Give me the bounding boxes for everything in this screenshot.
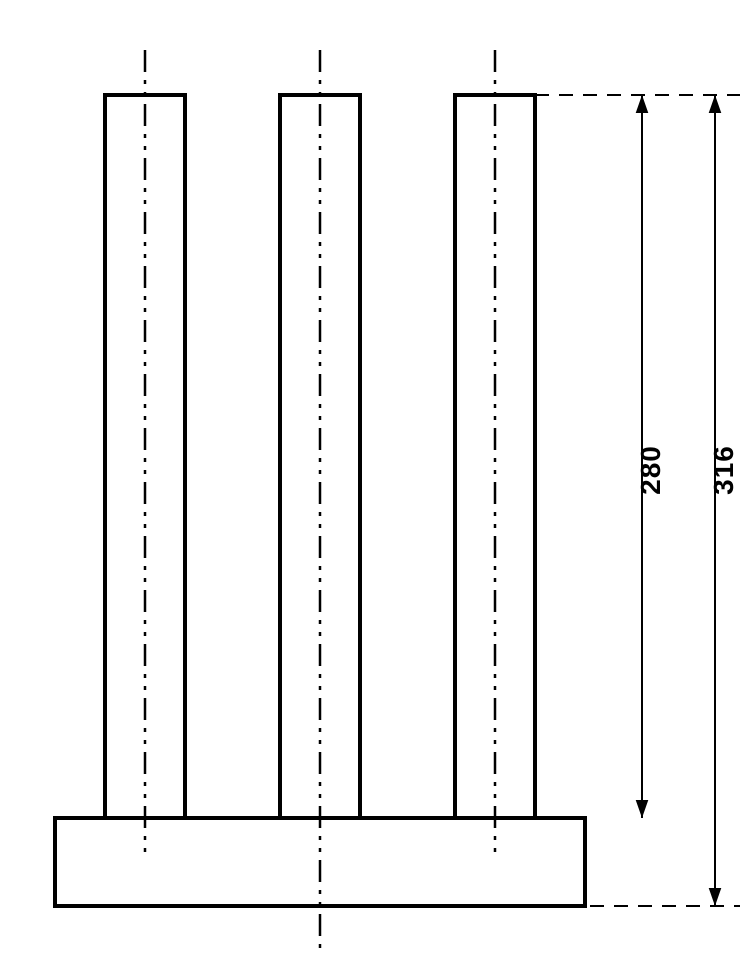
technical-drawing: 280 316 [0,0,754,971]
dimension-label-2: 316 [708,445,739,495]
dimension-2: 316 [708,95,739,906]
dimension-1: 280 [635,95,666,818]
dimension-label-1: 280 [635,445,666,495]
